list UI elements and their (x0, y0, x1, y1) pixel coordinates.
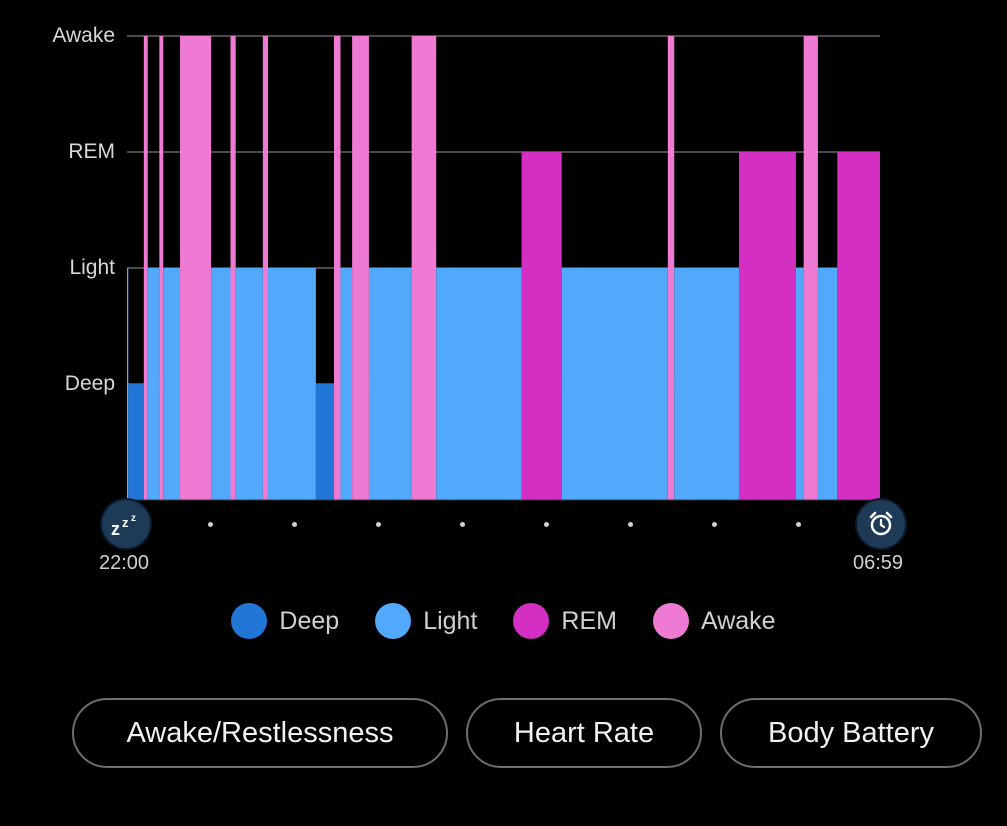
legend-label-light: Light (423, 606, 478, 635)
y-label-light: Light (69, 256, 115, 279)
time-tick-dot (292, 522, 297, 527)
start-time-label: 22:00 (99, 552, 150, 574)
wake-end-marker (855, 498, 907, 550)
heart-rate-button[interactable]: Heart Rate (466, 698, 702, 768)
body-battery-button[interactable]: Body Battery (720, 698, 982, 768)
stage-segment-awake (334, 36, 341, 500)
stage-segment-deep (128, 384, 144, 500)
legend-item-light: Light (375, 603, 477, 639)
stage-segment-rem (738, 152, 796, 500)
stage-segment-awake (230, 36, 236, 500)
stage-segment-awake (159, 36, 164, 500)
stage-segment-awake (411, 36, 437, 500)
stage-segment-light (795, 268, 804, 500)
svg-text:z: z (111, 519, 120, 538)
svg-text:z: z (122, 515, 129, 530)
legend-label-awake: Awake (700, 606, 776, 635)
legend-swatch-light (375, 603, 412, 639)
time-tick-dot (208, 522, 213, 527)
stage-segment-awake (180, 36, 212, 500)
legend-item-awake: Awake (652, 603, 776, 639)
sleep-stages-chart (127, 35, 880, 501)
stage-segment-awake (262, 36, 269, 500)
time-tick-dot (712, 522, 717, 527)
svg-text:z: z (131, 513, 136, 524)
stage-segment-light (147, 268, 160, 500)
stage-segment-awake (803, 36, 818, 500)
stage-segment-rem (837, 152, 880, 500)
legend-item-rem: REM (513, 603, 617, 639)
time-tick-dot (796, 522, 801, 527)
alarm-clock-icon (869, 511, 893, 536)
stage-segment-light (235, 268, 263, 500)
legend-label-deep: Deep (279, 606, 340, 635)
legend-item-deep: Deep (231, 603, 339, 639)
chart-legend: Deep Light REM Awake (0, 603, 1007, 639)
stage-segment-light (817, 268, 838, 500)
stage-segment-awake (352, 36, 369, 500)
stage-segment-awake (143, 36, 148, 500)
stage-segment-light (368, 268, 412, 500)
time-tick-dot (376, 522, 381, 527)
stage-segment-light (163, 268, 181, 500)
stage-segment-light (436, 268, 522, 500)
stage-segment-light (211, 268, 231, 500)
y-label-deep: Deep (64, 372, 115, 395)
legend-swatch-deep (231, 603, 268, 639)
stage-segment-rem (521, 152, 562, 500)
time-tick-dot (628, 522, 633, 527)
y-label-rem: REM (68, 140, 115, 163)
time-tick-dot (460, 522, 465, 527)
stage-segment-deep (315, 384, 335, 500)
y-label-awake: Awake (52, 24, 115, 47)
stage-segment-light (340, 268, 353, 500)
legend-swatch-awake (652, 603, 689, 639)
time-tick-dot (544, 522, 549, 527)
stage-segment-light (127, 268, 129, 500)
sleep-start-marker: z z z (100, 498, 152, 550)
stage-segment-light (674, 268, 739, 500)
legend-label-rem: REM (561, 606, 617, 635)
awake-restlessness-button[interactable]: Awake/Restlessness (72, 698, 448, 768)
stage-segment-awake (667, 36, 675, 500)
sleep-zzz-icon: z z z (111, 513, 136, 538)
legend-swatch-rem (513, 603, 550, 639)
stage-segment-light (561, 268, 668, 500)
stage-segment-light (268, 268, 316, 500)
end-time-label: 06:59 (853, 552, 904, 574)
